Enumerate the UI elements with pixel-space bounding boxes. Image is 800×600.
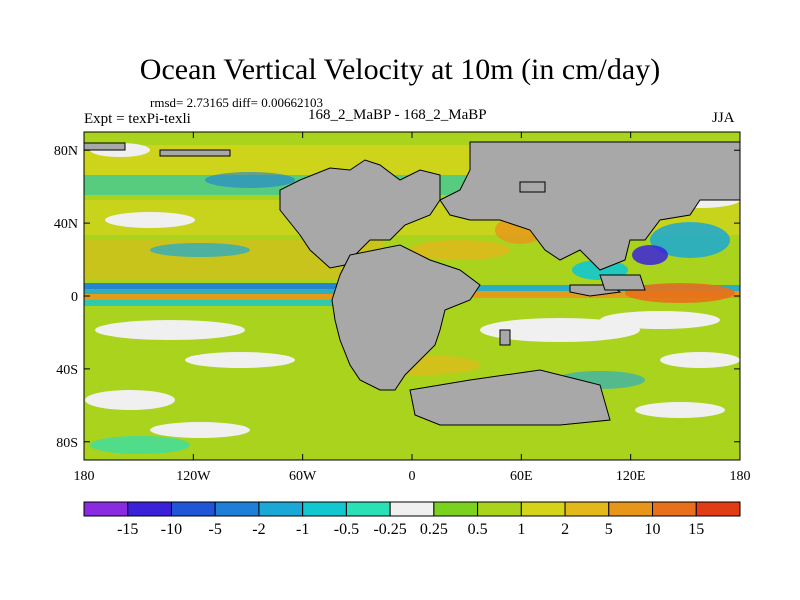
colorbar-swatch <box>564 501 610 517</box>
colorbar-label: -10 <box>161 521 182 538</box>
y-tick-label: 80N <box>54 144 78 159</box>
x-tick-label: 60W <box>289 469 317 484</box>
colorbar-label: 0.25 <box>420 521 448 538</box>
y-tick-label: 40S <box>56 363 78 378</box>
colorbar-swatch <box>652 501 697 517</box>
colorbar-swatch <box>345 501 391 517</box>
colorbar-label: -2 <box>252 521 265 538</box>
colorbar-label: -0.5 <box>334 521 359 538</box>
colorbar-swatch <box>608 501 654 517</box>
colorbar-swatch <box>520 501 566 517</box>
x-tick-label: 120E <box>616 469 646 484</box>
x-tick-label: 0 <box>409 469 416 484</box>
colorbar-label: 10 <box>645 521 661 538</box>
colorbar-label: 1 <box>517 521 525 538</box>
y-tick-label: 0 <box>71 290 78 305</box>
ocean-field <box>84 132 740 460</box>
x-tick-label: 180 <box>74 469 95 484</box>
x-tick-label: 120W <box>176 469 211 484</box>
stats-line: rmsd= 2.73165 diff= 0.00662103 <box>150 95 323 110</box>
y-tick-label: 80S <box>56 436 78 451</box>
plot-title: Ocean Vertical Velocity at 10m (in cm/da… <box>139 53 661 86</box>
land-mask <box>84 141 740 426</box>
colorbar-label: -15 <box>117 521 138 538</box>
colorbar-swatch <box>433 501 479 517</box>
colorbar-label: -5 <box>209 521 222 538</box>
colorbar-label: 15 <box>688 521 704 538</box>
colorbar-swatch <box>258 501 304 517</box>
y-axis: 80N 40N 0 40S 80S <box>54 144 740 451</box>
colorbar-swatch <box>695 501 741 517</box>
difference-label: 168_2_MaBP - 168_2_MaBP <box>308 107 487 123</box>
colorbar-swatch <box>302 501 347 517</box>
x-axis: 180 120W 60W 0 60E 120E 180 <box>74 132 751 484</box>
colorbar-swatch <box>477 501 522 517</box>
season-label: JJA <box>712 110 735 126</box>
colorbar-label: 2 <box>561 521 569 538</box>
colorbar-label: -0.25 <box>373 521 406 538</box>
colorbar-label: 5 <box>605 521 613 538</box>
colorbar-label: -1 <box>296 521 309 538</box>
y-tick-label: 40N <box>54 217 78 232</box>
experiment-label: Expt = texPi-texli <box>84 111 191 127</box>
colorbar-swatch <box>170 501 216 517</box>
x-tick-label: 180 <box>730 469 751 484</box>
colorbar-swatch <box>389 501 435 517</box>
colorbar-swatch <box>214 501 260 517</box>
colorbar-label: 0.5 <box>468 521 488 538</box>
colorbar-swatch <box>83 501 129 517</box>
colorbar-swatch <box>127 501 172 517</box>
x-tick-label: 60E <box>510 469 533 484</box>
